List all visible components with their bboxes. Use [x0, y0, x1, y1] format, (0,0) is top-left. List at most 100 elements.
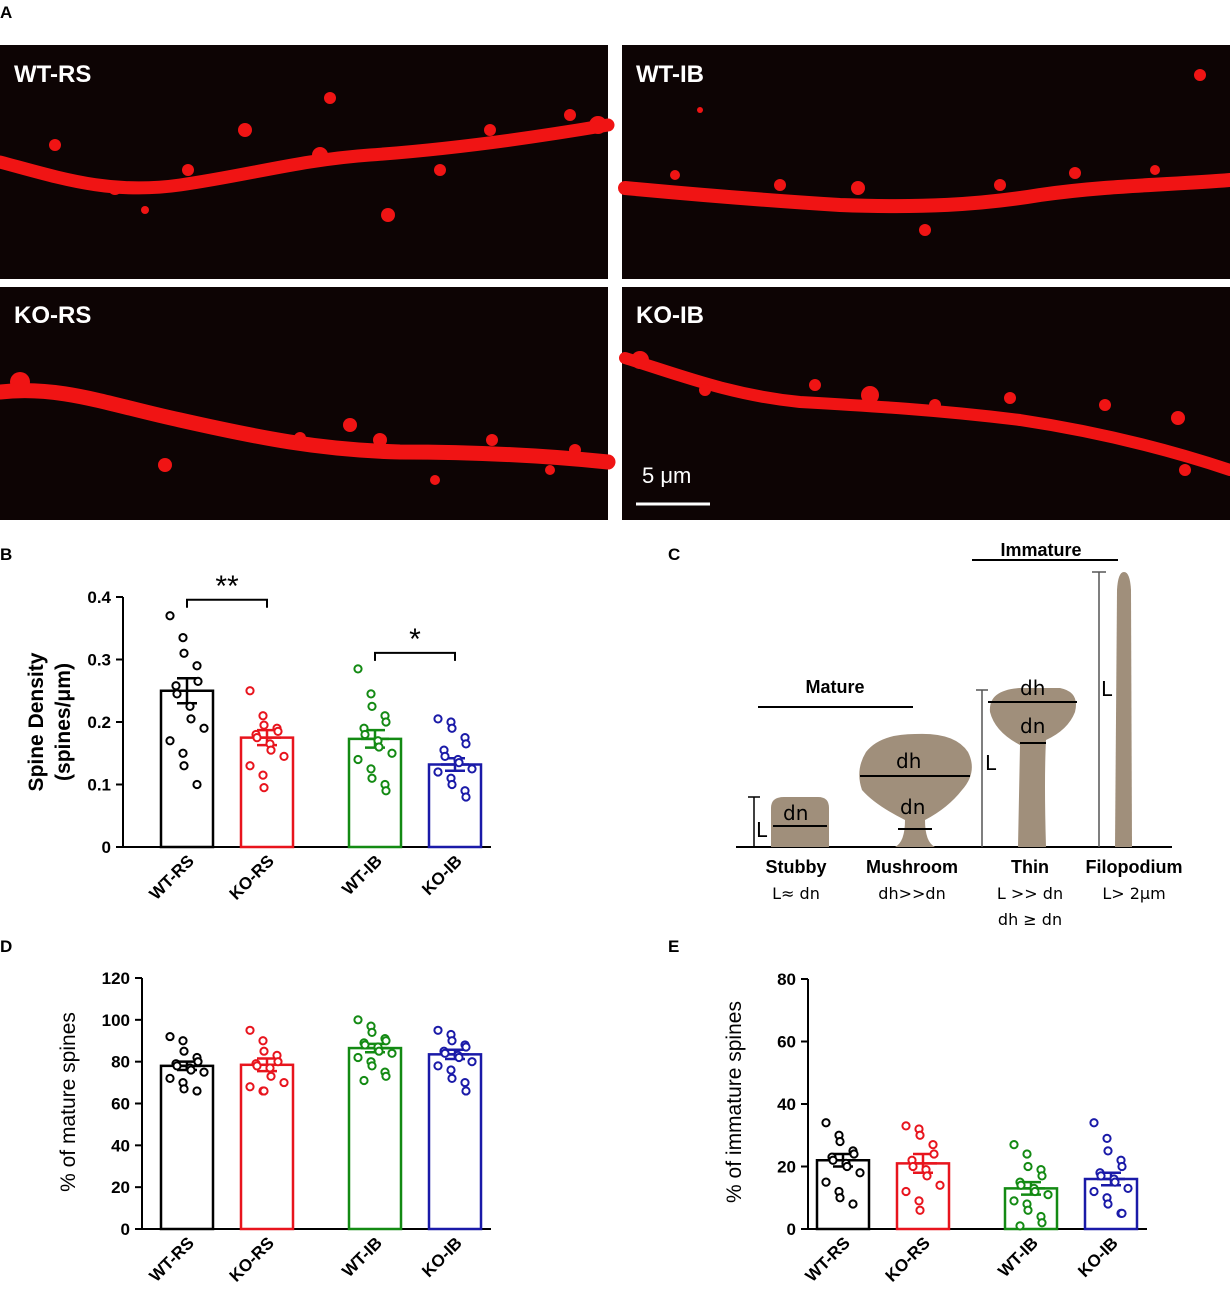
data-point: [908, 1161, 918, 1172]
data-point: [928, 1140, 938, 1150]
y-tick-label: 0: [102, 838, 111, 857]
y-tick-label: 60: [111, 1095, 130, 1114]
data-point: [178, 633, 188, 643]
significance-bracket: [186, 598, 268, 608]
spine-type-diagram: Mature Immature L dn dh dn L dh dn L Stu…: [736, 540, 1182, 929]
category-label: KO-RS: [882, 1233, 934, 1285]
immature-label: Immature: [1000, 540, 1081, 560]
panel-letter-b: B: [0, 545, 12, 564]
data-point: [935, 1180, 945, 1190]
chart-d-ylabel: % of mature spines: [57, 1012, 80, 1192]
y-tick-label: 100: [102, 1011, 130, 1030]
data-point: [381, 786, 391, 796]
data-point: [922, 1171, 932, 1181]
data-point: [367, 1061, 377, 1071]
filopodium-rule: L> 2μm: [1102, 884, 1165, 903]
mushroom-dh-label: dh: [896, 749, 921, 773]
category-label: WT-IB: [994, 1233, 1041, 1280]
data-point: [245, 1025, 255, 1035]
data-point: [193, 676, 203, 686]
y-tick-label: 40: [111, 1136, 130, 1155]
data-point: [1009, 1140, 1019, 1150]
data-point: [258, 1036, 268, 1046]
data-point: [835, 1136, 845, 1147]
data-point: [842, 1161, 852, 1172]
data-point: [828, 1155, 838, 1165]
y-tick-label: 120: [102, 969, 130, 988]
category-label: WT-RS: [146, 1233, 198, 1285]
data-point: [353, 664, 363, 674]
y-tick-label: 20: [111, 1178, 130, 1197]
y-tick-label: 80: [777, 970, 796, 989]
data-point: [178, 1036, 188, 1046]
y-tick-label: 0: [787, 1220, 796, 1239]
chart-b-ylabel-line1: Spine Density: [25, 652, 48, 791]
significance-label: **: [215, 570, 239, 603]
data-point: [461, 1086, 471, 1096]
data-point: [172, 689, 182, 699]
data-point: [353, 754, 363, 765]
dendrite-wt-ib: [618, 173, 1230, 214]
chart-b-ylabel-line2: (spines/μm): [52, 663, 75, 781]
data-point: [374, 1046, 384, 1056]
data-point: [914, 1196, 924, 1206]
chart-immature-spines: 0 20 40 60 80 WT-RS KO-RS WT-IB KO-IB: [777, 970, 1147, 1286]
category-label: WT-IB: [338, 1233, 385, 1280]
data-point: [447, 779, 457, 790]
data-point: [381, 1036, 391, 1046]
data-point: [199, 1067, 209, 1077]
category-label: KO-IB: [1074, 1233, 1121, 1280]
data-point: [367, 1027, 377, 1037]
data-point: [1123, 1183, 1133, 1193]
category-label: KO-RS: [226, 851, 278, 903]
panel-letter-a: A: [0, 3, 12, 22]
micrograph-grid: WT-RS WT-IB KO-RS KO-IB 5 μm: [0, 45, 1230, 520]
data-point: [433, 767, 443, 777]
micrograph-label-wt-ib: WT-IB: [636, 61, 704, 88]
data-point: [359, 1075, 369, 1086]
filopodium-l-label: L: [1101, 677, 1113, 701]
data-point: [245, 1082, 255, 1092]
dendrite-ko-ib: [619, 352, 1230, 476]
data-point: [1009, 1196, 1019, 1206]
data-point: [165, 736, 175, 746]
data-point: [454, 758, 464, 768]
significance-bracket: [374, 651, 456, 661]
y-tick-label: 0.2: [87, 713, 111, 732]
data-point: [461, 792, 471, 802]
y-tick-label: 0.1: [87, 776, 111, 795]
micrograph-label-wt-rs: WT-RS: [14, 61, 91, 88]
data-point: [366, 689, 376, 699]
data-point: [454, 1052, 464, 1063]
data-point: [367, 773, 377, 783]
thin-l-label: L: [985, 751, 997, 775]
data-point: [1023, 1161, 1033, 1172]
filopodium-shape: [1115, 572, 1132, 847]
panel-letter-c: C: [668, 545, 680, 564]
data-point: [460, 1077, 470, 1088]
thin-dn-label: dn: [1020, 714, 1045, 738]
data-point: [178, 748, 188, 758]
data-point: [849, 1149, 859, 1159]
data-point: [165, 1073, 175, 1084]
data-point: [165, 1031, 175, 1042]
data-point: [433, 1025, 443, 1035]
data-point: [387, 1048, 397, 1058]
y-tick-label: 60: [777, 1033, 796, 1052]
data-point: [1022, 1149, 1032, 1159]
data-point: [172, 1061, 182, 1071]
data-point: [929, 1149, 939, 1159]
micrograph-wt-ib: [622, 45, 1230, 279]
data-point: [461, 1042, 471, 1052]
category-label: WT-IB: [338, 851, 385, 898]
stubby-rule: L≈ dn: [772, 884, 820, 903]
dendrite-wt-rs: [0, 118, 615, 195]
y-tick-label: 40: [777, 1095, 796, 1114]
data-point: [1103, 1199, 1113, 1209]
data-point: [360, 1040, 370, 1050]
data-point: [1096, 1171, 1106, 1181]
data-point: [1015, 1221, 1025, 1231]
category-label: KO-IB: [418, 1233, 465, 1280]
data-point: [1089, 1186, 1099, 1197]
data-point: [1023, 1205, 1033, 1215]
